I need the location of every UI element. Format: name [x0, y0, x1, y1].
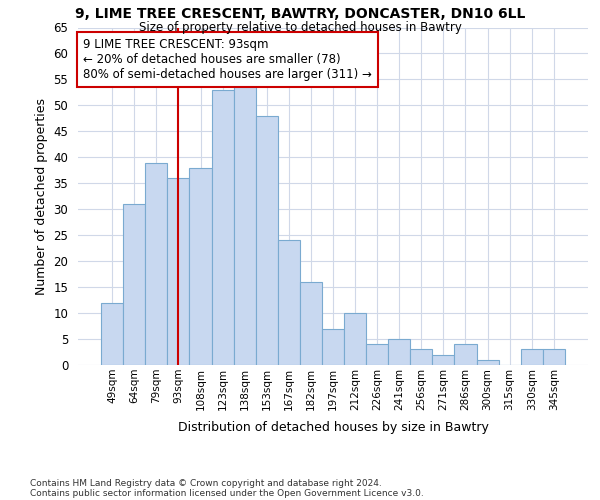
Bar — [344, 313, 366, 365]
Bar — [476, 360, 499, 365]
Bar — [212, 90, 233, 365]
Bar — [366, 344, 388, 365]
Bar — [521, 350, 543, 365]
Bar — [388, 339, 410, 365]
Bar — [454, 344, 476, 365]
Text: Size of property relative to detached houses in Bawtry: Size of property relative to detached ho… — [139, 21, 461, 34]
Bar — [123, 204, 145, 365]
Y-axis label: Number of detached properties: Number of detached properties — [35, 98, 48, 294]
Bar — [410, 350, 433, 365]
Bar — [256, 116, 278, 365]
Bar — [300, 282, 322, 365]
Bar — [543, 350, 565, 365]
Bar — [233, 84, 256, 365]
Bar — [101, 302, 123, 365]
Text: Contains public sector information licensed under the Open Government Licence v3: Contains public sector information licen… — [30, 488, 424, 498]
Bar — [322, 328, 344, 365]
Bar — [433, 354, 454, 365]
Text: Contains HM Land Registry data © Crown copyright and database right 2024.: Contains HM Land Registry data © Crown c… — [30, 478, 382, 488]
Bar — [278, 240, 300, 365]
Bar — [145, 162, 167, 365]
Bar — [167, 178, 190, 365]
Bar — [190, 168, 212, 365]
Text: 9 LIME TREE CRESCENT: 93sqm
← 20% of detached houses are smaller (78)
80% of sem: 9 LIME TREE CRESCENT: 93sqm ← 20% of det… — [83, 38, 372, 80]
Text: 9, LIME TREE CRESCENT, BAWTRY, DONCASTER, DN10 6LL: 9, LIME TREE CRESCENT, BAWTRY, DONCASTER… — [75, 8, 525, 22]
X-axis label: Distribution of detached houses by size in Bawtry: Distribution of detached houses by size … — [178, 421, 488, 434]
